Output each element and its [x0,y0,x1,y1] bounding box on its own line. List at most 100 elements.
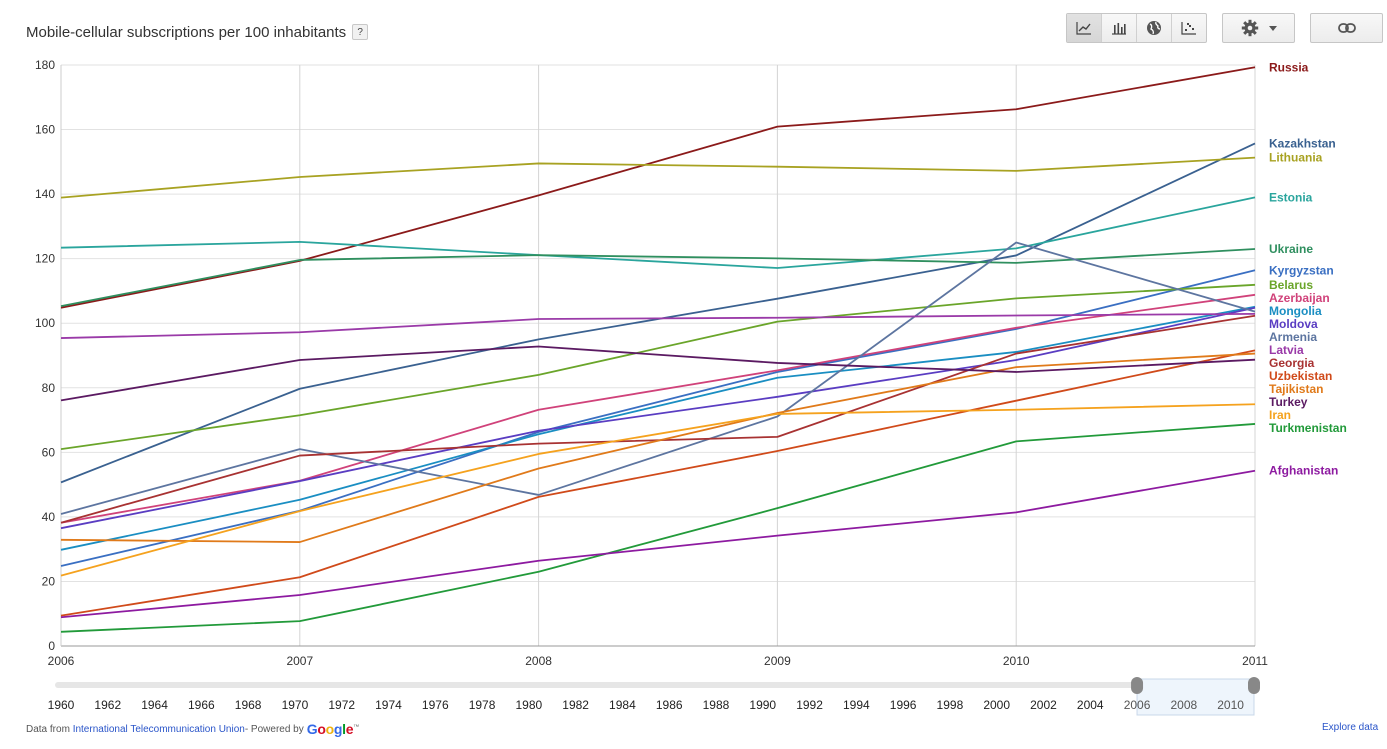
timeline-year-label: 1968 [235,698,262,712]
legend-label-mongolia[interactable]: Mongolia [1269,304,1322,318]
timeline-year-label: 1986 [656,698,683,712]
legend-label-lithuania[interactable]: Lithuania [1269,151,1323,165]
link-button[interactable] [1310,13,1383,43]
timeline-year-label: 1996 [890,698,917,712]
series-line-turkmenistan[interactable] [60,423,1256,633]
legend-label-ukraine[interactable]: Ukraine [1269,242,1313,256]
legend-label-armenia[interactable]: Armenia [1269,330,1317,344]
series-line-azerbaijan[interactable] [60,293,1256,524]
timeline-year-label: 1974 [375,698,402,712]
timeline-year-label: 1998 [937,698,964,712]
link-icon [1337,23,1356,33]
legend-label-azerbaijan[interactable]: Azerbaijan [1269,291,1330,305]
line-chart-icon [1076,22,1091,35]
series-line-russia[interactable] [60,66,1256,309]
timeline-start-handle[interactable] [1131,677,1144,694]
y-tick-label: 20 [42,574,56,588]
view-toggle [1066,13,1207,43]
timeline-year-label: 2006 [1124,698,1151,712]
legend-label-latvia[interactable]: Latvia [1269,343,1304,357]
timeline-window[interactable] [1136,678,1255,716]
x-tick-label: 2009 [764,654,791,668]
timeline-year-label: 1962 [94,698,121,712]
timeline-year-label: 1966 [188,698,215,712]
timeline-year-label: 1960 [48,698,75,712]
y-tick-label: 100 [35,316,55,330]
timeline-year-label: 1972 [328,698,355,712]
help-button[interactable]: ? [352,24,369,40]
series-line-turkey[interactable] [60,345,1256,402]
line-chart: 0 20 40 60 80 100 120 140 160 180 2006 2007 2008 2009… [35,58,1347,716]
y-tick-label: 60 [42,445,56,459]
timeline-year-label: 1988 [703,698,730,712]
timeline-year-label: 1964 [141,698,168,712]
y-tick-label: 180 [35,58,55,72]
series-line-latvia[interactable] [60,312,1256,339]
timeline-year-label: 1990 [749,698,776,712]
y-tick-label: 160 [35,123,55,137]
series-line-ukraine[interactable] [60,248,1256,307]
source-link[interactable]: International Telecommunication Union [72,723,245,735]
google-logo: Google™ [306,721,359,737]
explore-data-link[interactable]: Explore data [1322,722,1379,733]
timeline-year-label: 1984 [609,698,636,712]
caret-down-icon [1268,25,1277,31]
timeline-year-label: 1982 [562,698,589,712]
timeline-year-label: 1992 [796,698,823,712]
timeline-year-label: 2010 [1217,698,1244,712]
legend-label-moldova[interactable]: Moldova [1269,317,1318,331]
legend-label-turkey[interactable]: Turkey [1269,395,1308,409]
legend-label-kazakhstan[interactable]: Kazakhstan [1269,136,1336,150]
x-tick-label: 2011 [1242,654,1268,668]
series-line-kyrgyzstan[interactable] [60,269,1256,567]
chart-header: Mobile-cellular subscriptions per 100 in… [26,21,369,43]
series-line-armenia[interactable] [60,241,1256,515]
bar-chart-icon [1112,23,1126,35]
timeline-year-label: 1980 [515,698,542,712]
map-view-button[interactable] [1137,14,1172,42]
bar-chart-view-button[interactable] [1102,14,1137,42]
series-line-afghanistan[interactable] [60,469,1256,619]
settings-button[interactable] [1222,13,1295,43]
series-line-uzbekistan[interactable] [60,349,1256,617]
scatter-view-button[interactable] [1172,14,1206,42]
series-line-estonia[interactable] [60,196,1256,269]
scatter-chart-icon [1181,22,1196,35]
timeline-year-label: 2008 [1170,698,1197,712]
series-line-moldova[interactable] [60,306,1256,530]
timeline-year-label: 1978 [469,698,496,712]
series-line-tajikistan[interactable] [60,352,1256,543]
legend-label-kyrgyzstan[interactable]: Kyrgyzstan [1269,263,1334,277]
series-line-iran[interactable] [60,403,1256,577]
legend-label-tajikistan[interactable]: Tajikistan [1269,382,1323,396]
series-line-mongolia[interactable] [60,305,1256,551]
y-tick-label: 40 [42,510,56,524]
line-chart-view-button[interactable] [1067,14,1102,42]
timeline-year-label: 2004 [1077,698,1104,712]
y-tick-label: 120 [35,252,55,266]
timeline-year-label: 2000 [983,698,1010,712]
legend-label-uzbekistan[interactable]: Uzbekistan [1269,369,1332,383]
x-tick-label: 2006 [48,654,75,668]
footer-data-from: Data from [26,723,70,735]
timeline-year-label: 2002 [1030,698,1057,712]
legend-label-belarus[interactable]: Belarus [1269,278,1313,292]
timeline-year-label: 1970 [282,698,309,712]
x-tick-label: 2010 [1003,654,1030,668]
globe-map-icon [1147,21,1161,35]
y-tick-label: 140 [35,187,55,201]
timeline-year-label: 1994 [843,698,870,712]
footer-powered-by: - Powered by [244,723,304,735]
legend-label-estonia[interactable]: Estonia [1269,190,1313,204]
timeline-year-label: 1976 [422,698,449,712]
legend-label-iran[interactable]: Iran [1269,408,1291,422]
series-line-belarus[interactable] [60,283,1256,450]
timeline-end-handle[interactable] [1248,677,1260,694]
gear-icon [1241,19,1258,37]
series-line-lithuania[interactable] [60,156,1256,199]
legend-label-turkmenistan[interactable]: Turkmenistan [1269,421,1347,435]
legend-label-afghanistan[interactable]: Afghanistan [1269,464,1338,478]
legend-label-russia[interactable]: Russia [1269,60,1309,74]
y-tick-label: 80 [42,381,56,395]
legend-label-georgia[interactable]: Georgia [1269,356,1315,370]
